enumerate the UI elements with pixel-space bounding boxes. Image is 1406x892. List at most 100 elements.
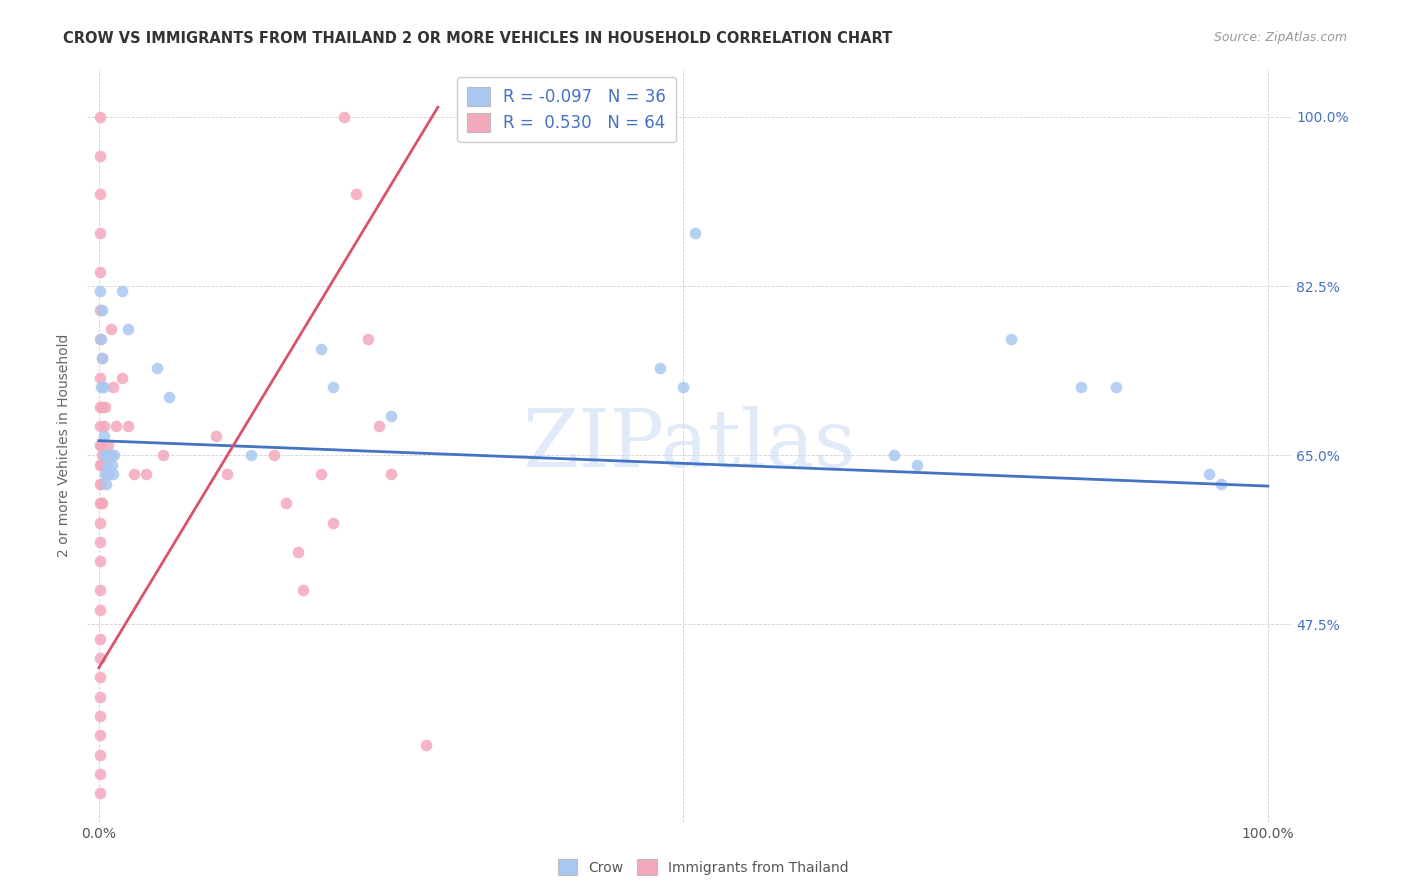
Point [683,226,706,240]
Point [380,467,402,482]
Point [91,351,114,366]
Point [1211,477,1233,491]
Point [309,467,332,482]
Point [117,322,139,336]
Point [89,226,111,240]
Point [368,419,391,434]
Point [91,400,114,414]
Point [94,448,117,462]
Point [89,438,111,452]
Point [322,516,344,530]
Point [89,496,111,510]
Point [122,467,145,482]
Text: ZIPatlas: ZIPatlas [523,407,856,484]
Point [101,380,124,394]
Point [1000,332,1022,346]
Point [333,110,356,124]
Point [90,458,112,472]
Point [239,448,262,462]
Point [101,467,124,482]
Point [292,583,315,598]
Point [648,361,671,376]
Point [93,429,115,443]
Point [89,148,111,162]
Point [89,187,111,202]
Point [380,409,402,424]
Point [89,651,111,665]
Point [89,110,111,124]
Point [100,448,122,462]
Point [93,458,115,472]
Point [89,709,111,723]
Point [89,303,111,318]
Y-axis label: 2 or more Vehicles in Household: 2 or more Vehicles in Household [58,334,72,558]
Point [89,264,111,278]
Point [93,467,115,482]
Point [94,477,117,491]
Point [91,448,114,462]
Legend: Crow, Immigrants from Thailand: Crow, Immigrants from Thailand [553,854,853,880]
Point [89,690,111,704]
Point [157,390,180,404]
Point [89,535,111,549]
Point [672,380,695,394]
Point [415,738,437,752]
Point [89,787,111,801]
Point [89,767,111,781]
Point [1105,380,1128,394]
Point [287,545,309,559]
Point [91,351,114,366]
Point [89,516,111,530]
Point [204,429,226,443]
Point [89,371,111,385]
Point [89,332,111,346]
Point [93,400,115,414]
Point [1198,467,1220,482]
Point [89,400,111,414]
Point [89,729,111,743]
Point [89,458,111,472]
Point [93,419,115,434]
Legend: R = -0.097   N = 36, R =  0.530   N = 64: R = -0.097 N = 36, R = 0.530 N = 64 [457,77,676,142]
Point [96,458,118,472]
Point [89,603,111,617]
Point [97,467,120,482]
Point [97,438,120,452]
Point [344,187,367,202]
Point [94,448,117,462]
Point [100,322,122,336]
Point [357,332,380,346]
Point [105,419,128,434]
Point [93,380,115,394]
Point [89,583,111,598]
Point [93,448,115,462]
Point [89,419,111,434]
Point [1070,380,1092,394]
Point [91,496,114,510]
Point [89,747,111,762]
Point [117,419,139,434]
Point [309,342,332,356]
Point [111,371,134,385]
Point [90,496,112,510]
Point [274,496,297,510]
Point [103,448,125,462]
Point [146,361,169,376]
Point [96,467,118,482]
Point [89,554,111,568]
Point [322,380,344,394]
Point [263,448,285,462]
Point [89,477,111,491]
Point [91,303,114,318]
Text: CROW VS IMMIGRANTS FROM THAILAND 2 OR MORE VEHICLES IN HOUSEHOLD CORRELATION CHA: CROW VS IMMIGRANTS FROM THAILAND 2 OR MO… [63,31,893,46]
Point [90,332,112,346]
Point [135,467,157,482]
Point [111,284,134,298]
Point [89,632,111,646]
Point [90,477,112,491]
Text: Source: ZipAtlas.com: Source: ZipAtlas.com [1213,31,1347,45]
Point [89,284,111,298]
Point [217,467,239,482]
Point [90,438,112,452]
Point [100,458,122,472]
